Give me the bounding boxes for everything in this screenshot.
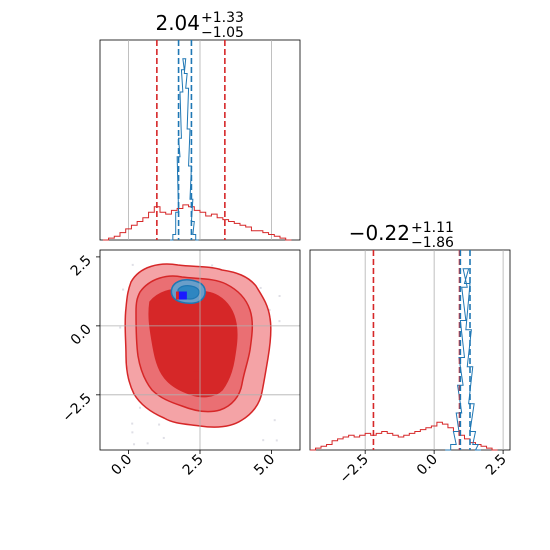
title-bottom-right-minus: −1.86 <box>411 235 454 251</box>
scatter-point <box>211 264 214 267</box>
title-bottom-right-value: −0.22 <box>349 221 410 245</box>
scatter-point <box>146 442 149 445</box>
scatter-point <box>268 308 271 311</box>
scatter-point <box>131 422 134 425</box>
x-tick-label: 5.0 <box>251 452 278 479</box>
title-top-left-minus: −1.05 <box>201 25 244 41</box>
x-tick-label: 2.5 <box>483 452 510 479</box>
y-tick-label: 2.5 <box>68 252 95 279</box>
histogram-red <box>102 204 292 241</box>
scatter-point <box>139 406 142 409</box>
y-ticks-bottom-left: 2.5 0.0 −2.5 <box>59 252 100 426</box>
x-tick-label: −2.5 <box>337 452 372 487</box>
grid-top-left <box>128 40 272 240</box>
x-ticks-bottom-right: −2.5 0.0 2.5 <box>337 450 510 487</box>
quantile-lines-bottom-right <box>372 250 471 450</box>
scatter-point <box>158 423 161 426</box>
scatter-point <box>162 436 165 439</box>
grid-bottom-right <box>364 250 504 450</box>
scatter-point <box>133 443 136 446</box>
scatter-point <box>275 439 278 442</box>
scatter-point <box>259 286 262 289</box>
y-tick-label: 0.0 <box>68 321 95 348</box>
scatter-point <box>131 431 134 434</box>
scatter-point <box>273 419 276 422</box>
scatter-point <box>278 294 281 297</box>
scatter-point <box>119 326 122 329</box>
scatter-point <box>122 288 125 291</box>
scatter-point <box>131 263 134 266</box>
title-bottom-right-plus: +1.11 <box>411 220 454 236</box>
x-tick-label: 0.0 <box>414 452 441 479</box>
title-top-left-value: 2.04 <box>155 11 200 35</box>
contour-red <box>124 263 272 428</box>
scatter-point <box>262 439 265 442</box>
y-tick-label: −2.5 <box>59 390 94 425</box>
x-tick-label: 2.5 <box>180 452 207 479</box>
panel-bottom-right: −2.5 0.0 2.5 −0.22 +1.11 −1.86 <box>309 220 511 487</box>
title-top-left-plus: +1.33 <box>201 10 244 26</box>
marker-red <box>193 371 202 380</box>
histogram-red <box>310 421 498 451</box>
x-ticks-bottom-left: 0.0 2.5 5.0 <box>108 450 278 479</box>
scatter-point <box>278 320 281 323</box>
panel-top-left: 2.04 +1.33 −1.05 <box>99 10 301 241</box>
panel-bottom-left: 0.0 2.5 5.0 2.5 0.0 −2.5 <box>59 249 301 479</box>
quantile-lines-top-left <box>156 40 226 240</box>
grid-bottom-left <box>100 250 300 450</box>
x-tick-label: 0.0 <box>108 452 135 479</box>
axes-frame-bottom-right <box>309 249 511 451</box>
marker-blue <box>178 291 187 300</box>
